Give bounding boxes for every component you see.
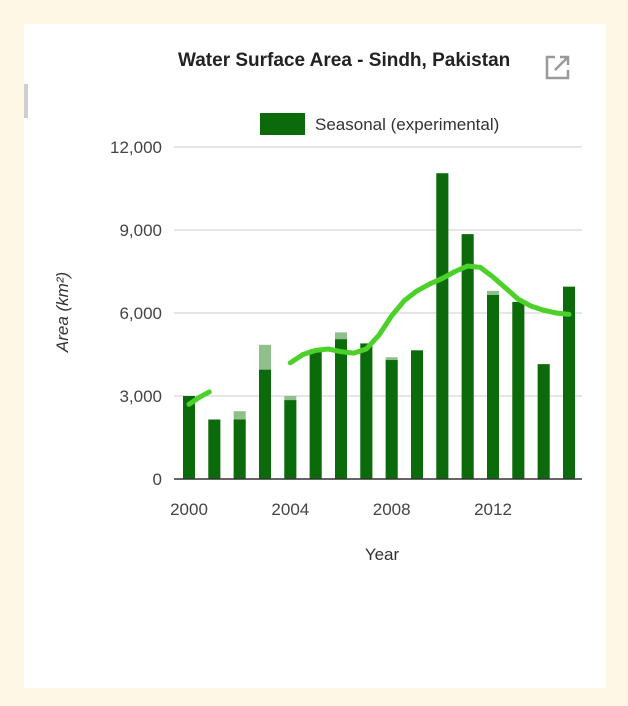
chart-title: Water Surface Area - Sindh, Pakistan	[178, 50, 511, 71]
bar-seasonal	[537, 364, 550, 479]
bar-seasonal	[385, 360, 398, 479]
open-in-new-window-icon[interactable]	[539, 50, 575, 86]
bar-seasonal	[284, 400, 297, 479]
trend-line	[287, 263, 572, 366]
y-tick-label: 9,000	[119, 221, 162, 240]
bar-seasonal	[233, 419, 246, 479]
y-axis-title: Area (km²)	[53, 272, 72, 353]
y-tick-label: 3,000	[119, 387, 162, 406]
bar-seasonal	[461, 234, 474, 479]
trend-line-series	[186, 263, 572, 407]
legend: Seasonal (experimental)	[260, 113, 499, 135]
y-tick-label: 0	[153, 470, 162, 489]
bar-seasonal	[512, 301, 525, 479]
bar-seasonal	[309, 351, 322, 479]
trend-line	[186, 389, 212, 407]
bar-seasonal	[487, 295, 499, 479]
bar-seasonal	[436, 173, 449, 480]
bar-seasonal	[360, 343, 373, 479]
open-in-new-window-glyph	[545, 55, 570, 80]
bar-seasonal	[259, 369, 271, 479]
x-tick-label: 2008	[373, 500, 411, 519]
x-tick-label: 2004	[271, 500, 309, 519]
y-tick-label: 6,000	[119, 304, 162, 323]
y-tick-label: 12,000	[110, 138, 162, 157]
legend-label: Seasonal (experimental)	[315, 115, 499, 134]
axes: 0 3,000 6,000 9,000 12,000 2000 2004 2008 2012	[110, 138, 582, 519]
x-axis-title: Year	[365, 545, 400, 564]
bar-series	[183, 173, 575, 480]
bar-seasonal	[208, 419, 221, 479]
chart-svg: 0 3,000 6,000 9,000 12,000 2000 2004 2008 2012 S…	[53, 113, 582, 564]
bar-seasonal	[335, 339, 347, 479]
bar-seasonal	[183, 396, 195, 479]
panel-edge-divider	[24, 84, 28, 118]
bar-seasonal	[411, 350, 423, 479]
legend-swatch	[260, 113, 305, 135]
x-tick-label: 2012	[474, 500, 512, 519]
x-tick-label: 2000	[170, 500, 208, 519]
bar-seasonal	[563, 286, 575, 479]
